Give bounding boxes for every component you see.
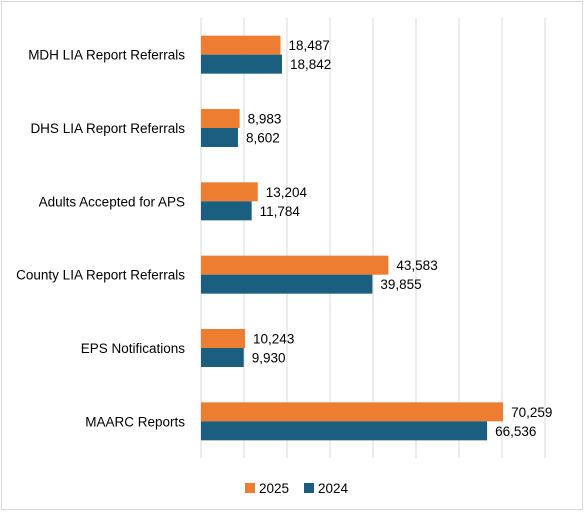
data-label: 18,842: [290, 57, 331, 72]
bar-2025: [201, 255, 389, 275]
data-label: 43,583: [396, 258, 437, 273]
data-label: 8,983: [248, 112, 282, 127]
legend-swatch-2025: [245, 483, 255, 493]
bar-2024: [201, 274, 373, 294]
data-label: 18,487: [288, 38, 329, 53]
bar-2024: [201, 201, 252, 221]
data-label: 70,259: [511, 405, 552, 420]
category-label: MAARC Reports: [85, 414, 185, 429]
legend-swatch-2024: [304, 483, 314, 493]
category-label: DHS LIA Report Referrals: [30, 121, 185, 136]
data-label: 66,536: [495, 424, 536, 439]
data-label: 9,930: [252, 351, 286, 366]
bar-2024: [201, 348, 244, 367]
bar-2025: [201, 329, 246, 348]
bar-2024: [201, 128, 238, 147]
data-label: 39,855: [380, 277, 421, 292]
data-label: 13,204: [266, 185, 308, 200]
data-label: 8,602: [246, 131, 280, 146]
data-label: 10,243: [253, 332, 294, 347]
category-label: MDH LIA Report Referrals: [28, 48, 185, 63]
bar-2024: [201, 421, 488, 441]
bar-2025: [201, 35, 281, 55]
data-label: 11,784: [260, 204, 301, 219]
category-label: Adults Accepted for APS: [39, 194, 185, 209]
bar-2024: [201, 54, 283, 74]
category-label: EPS Notifications: [81, 341, 186, 356]
category-label: County LIA Report Referrals: [16, 268, 185, 283]
bar-2025: [201, 402, 504, 422]
bar-2025: [201, 109, 240, 128]
legend-label: 2024: [318, 481, 349, 496]
bar-2025: [201, 182, 258, 202]
legend-label: 2025: [259, 481, 289, 496]
